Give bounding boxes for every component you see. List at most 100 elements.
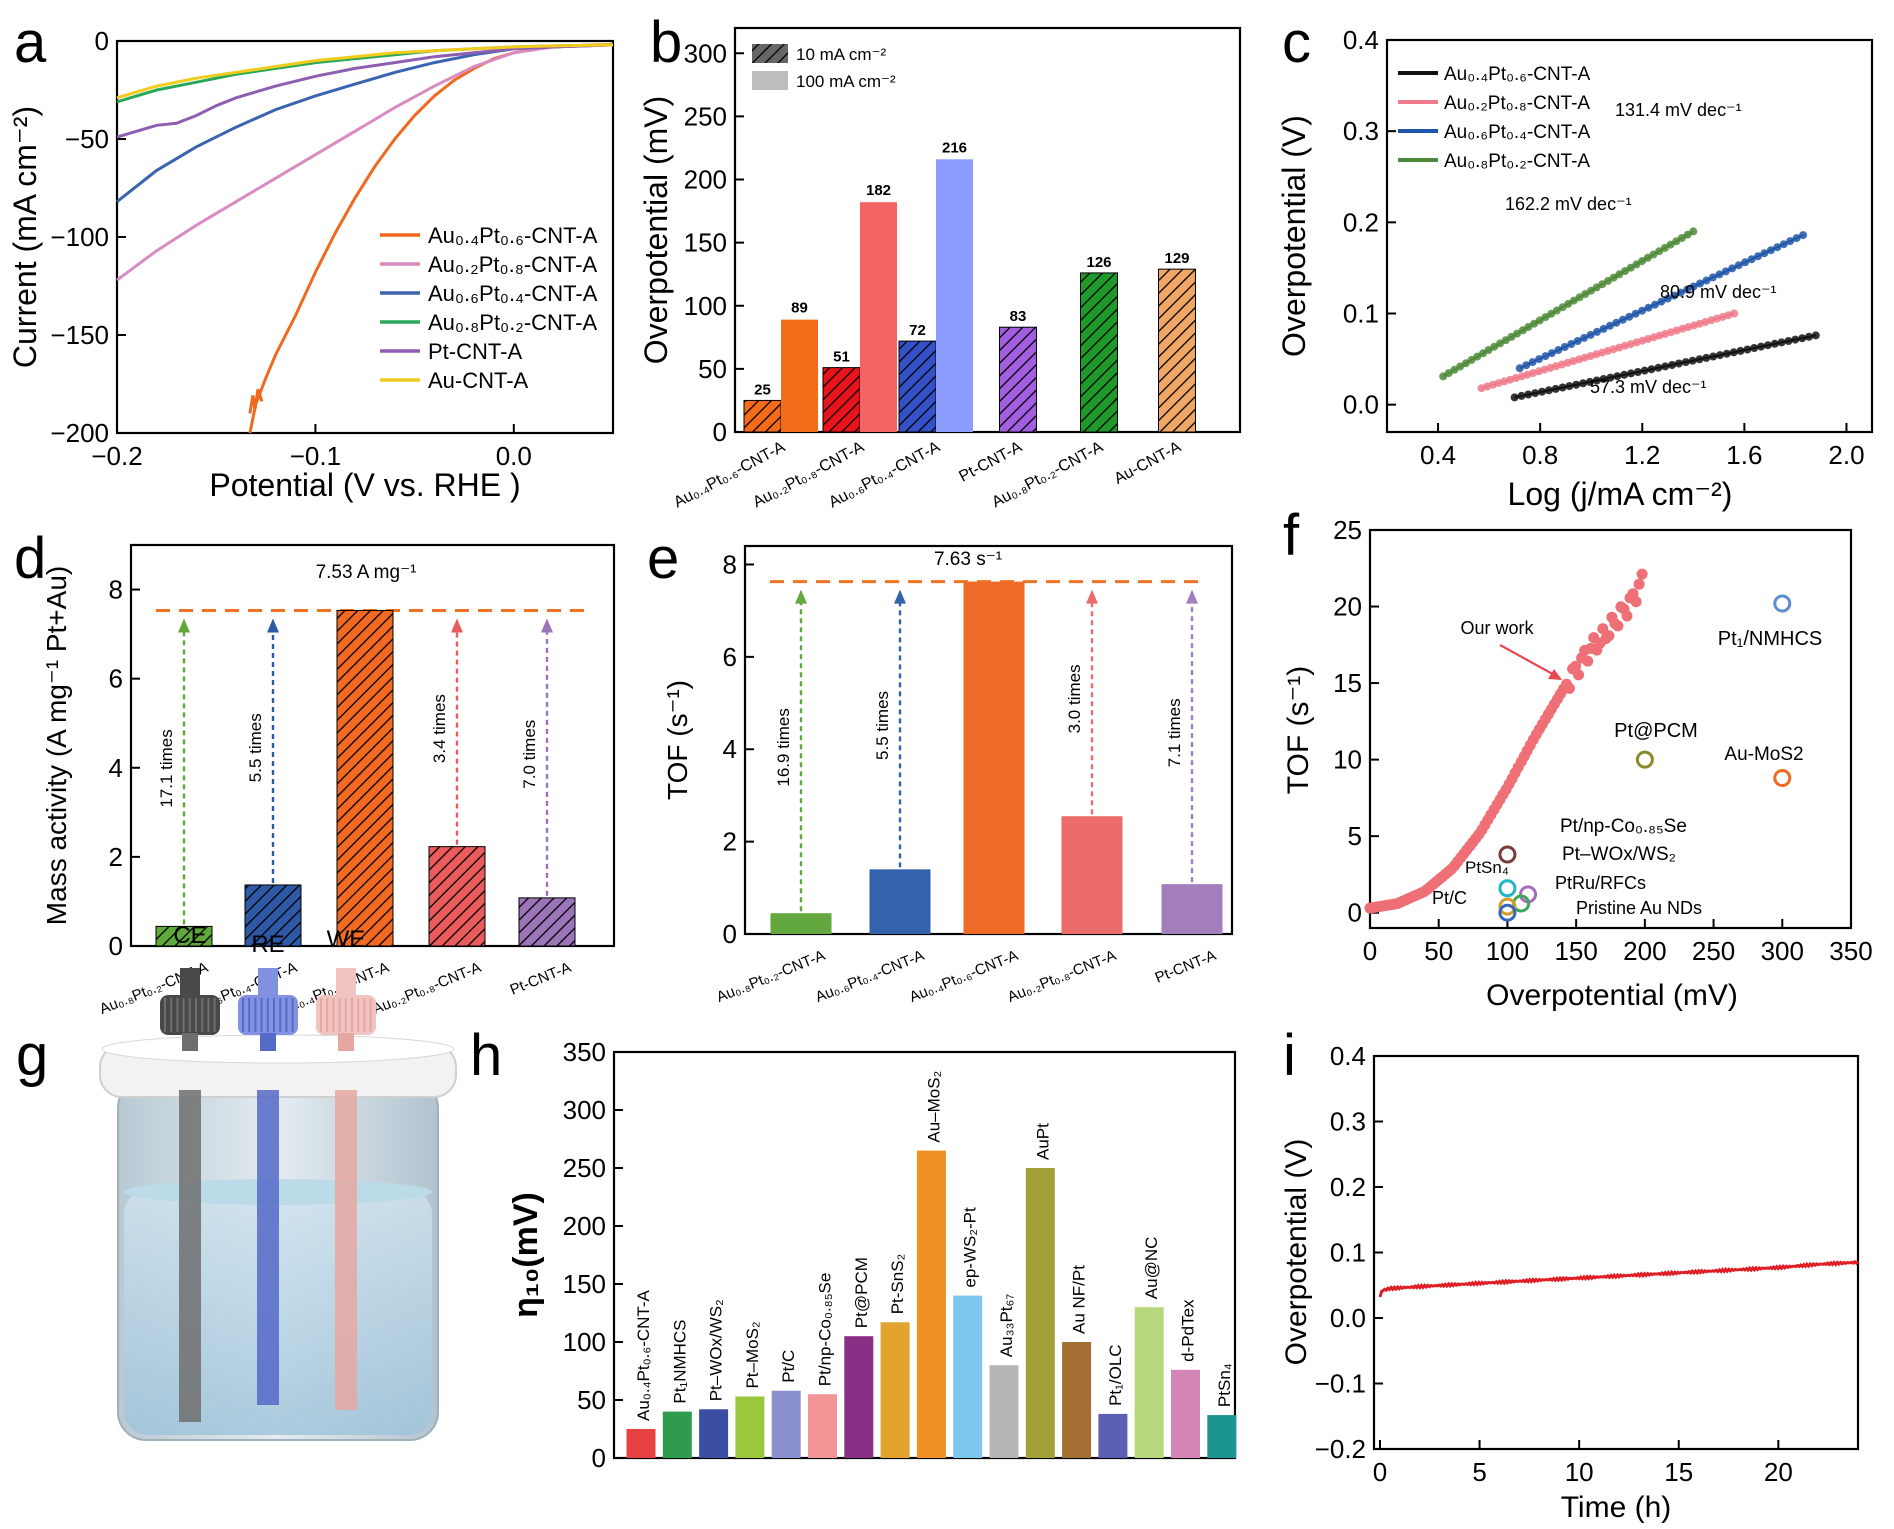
bar-10ma-hatch	[743, 399, 782, 433]
bar-category-label: Pt/C	[779, 1350, 798, 1383]
legend-label: Au₀.₆Pt₀.₄-CNT-A	[428, 281, 598, 306]
y-axis-title: Overpotential (mV)	[638, 96, 674, 365]
our-work-point	[1573, 669, 1585, 681]
y-tick-label: 350	[563, 1037, 606, 1067]
curve-3	[116, 43, 614, 104]
curve-4	[116, 43, 614, 139]
bar	[771, 1390, 801, 1458]
legend-swatch-solid	[752, 71, 788, 90]
category-label: Au-CNT-A	[1112, 438, 1185, 487]
legend-label: Au₀.₄Pt₀.₆-CNT-A	[428, 223, 598, 248]
x-tick-label: 0	[1373, 1457, 1387, 1487]
y-tick-label: 8	[723, 549, 737, 579]
panel-letter-a: a	[14, 10, 47, 75]
bar-label: 72	[909, 322, 926, 339]
our-work-point	[1603, 630, 1615, 642]
y-tick-label: 300	[684, 38, 727, 68]
legend-label: 10 mA cm⁻²	[796, 45, 887, 64]
legend-label: Au₀.₄Pt₀.₆-CNT-A	[1444, 64, 1591, 85]
bar-label: 51	[833, 349, 850, 366]
electrode-rod	[335, 1090, 357, 1410]
bar-label: 89	[791, 300, 808, 317]
bar-label: 25	[754, 381, 771, 398]
y-tick-label: 0.0	[1330, 1303, 1366, 1333]
x-tick-label: 5	[1472, 1457, 1486, 1487]
category-label: Au₀.₈Pt₀.₂-CNT-A	[714, 947, 827, 1006]
our-work-point	[1636, 568, 1648, 580]
our-work-point	[1570, 660, 1582, 672]
y-tick-label: 4	[109, 753, 123, 783]
y-axis-title: Overpotential (V)	[1276, 115, 1312, 357]
bar	[953, 1295, 983, 1458]
our-work-point	[1612, 620, 1624, 632]
legend-label: Au₀.₂Pt₀.₈-CNT-A	[428, 252, 597, 277]
bar	[626, 1429, 656, 1458]
x-tick-label: 100	[1486, 936, 1529, 966]
x-tick-label: 1.2	[1624, 440, 1660, 470]
y-tick-label: 50	[698, 354, 727, 384]
arrow-head	[541, 618, 553, 633]
panel-letter: e	[647, 526, 679, 591]
bar	[963, 581, 1025, 934]
tafel-fit	[1442, 230, 1694, 378]
improvement-label: 17.1 times	[157, 729, 176, 807]
bar-category-label: Au₃₃Pt₆₇	[997, 1294, 1016, 1358]
bar	[989, 1365, 1019, 1458]
bar-hatch	[155, 925, 213, 947]
bar-hatch	[428, 846, 486, 947]
panel-letter-c: c	[1282, 10, 1311, 75]
bar-category-label: Pt–MoS₂	[743, 1321, 762, 1388]
bar-category-label: Au NF/Pt	[1070, 1265, 1089, 1334]
y-tick-label: 250	[684, 101, 727, 131]
x-tick-label: −0.1	[290, 441, 341, 471]
y-tick-label: −0.2	[1315, 1434, 1366, 1464]
reference-label: 7.63 s⁻¹	[934, 549, 1002, 570]
panel-e: e 0 2 4 6 8 7.63 s⁻¹ 16.9 times Au₀.₈Pt₀.₂-CNT-A…	[647, 526, 1234, 1006]
y-tick-label: 0.4	[1343, 25, 1379, 55]
y-tick-label: 4	[723, 734, 737, 764]
bar	[1062, 1342, 1092, 1458]
x-tick-label: 15	[1664, 1457, 1693, 1487]
y-axis-title: TOF (s⁻¹)	[1282, 666, 1315, 795]
category-label: Pt-CNT-A	[508, 959, 574, 999]
bar	[808, 1394, 837, 1458]
legend-label: Au₀.₈Pt₀.₂-CNT-A	[1444, 151, 1590, 172]
y-axis-title: TOF (s⁻¹)	[662, 680, 693, 800]
bar-hatch	[336, 609, 394, 947]
panel-letter: d	[14, 526, 46, 591]
y-tick-label: 20	[1333, 592, 1362, 622]
bar	[1098, 1413, 1128, 1458]
panel-letter-g: g	[16, 1023, 48, 1088]
electrode-rod	[179, 1090, 201, 1422]
x-tick-label: 1.6	[1726, 440, 1762, 470]
electrode-cap	[258, 968, 278, 998]
panel-letter-b: b	[650, 10, 682, 75]
legend-label: Au₀.₂Pt₀.₈-CNT-A	[1444, 93, 1590, 114]
legend-label: Au₀.₆Pt₀.₄-CNT-A	[1444, 122, 1591, 143]
reference-label: Au-MoS2	[1724, 744, 1803, 765]
reference-label: PtRu/RFCs	[1555, 873, 1646, 893]
x-tick-label: 0	[1363, 936, 1377, 966]
x-tick-label: 2.0	[1828, 440, 1864, 470]
reference-label: PtSn₄	[1465, 858, 1509, 877]
arrow-head	[1086, 589, 1098, 604]
bar	[880, 1322, 910, 1458]
x-axis-title: Time (h)	[1561, 1491, 1672, 1524]
bar-label: 182	[866, 182, 891, 199]
reference-point	[1498, 897, 1517, 916]
bar	[1061, 816, 1123, 934]
y-tick-label: 2	[723, 827, 737, 857]
x-tick-label: 0.0	[496, 441, 532, 471]
bar	[1161, 884, 1223, 934]
electrode-label: CE	[173, 922, 206, 949]
bar-10ma-hatch	[1080, 272, 1118, 433]
improvement-label: 5.5 times	[873, 691, 892, 760]
y-tick-label: 0	[1348, 898, 1362, 928]
arrow-head	[451, 618, 463, 633]
bar-category-label: AuPt	[1033, 1123, 1052, 1160]
bar	[770, 913, 832, 934]
bar-category-label: Pt₁/OLC	[1106, 1344, 1125, 1405]
tafel-fit	[1481, 312, 1735, 390]
bar	[1207, 1415, 1237, 1458]
